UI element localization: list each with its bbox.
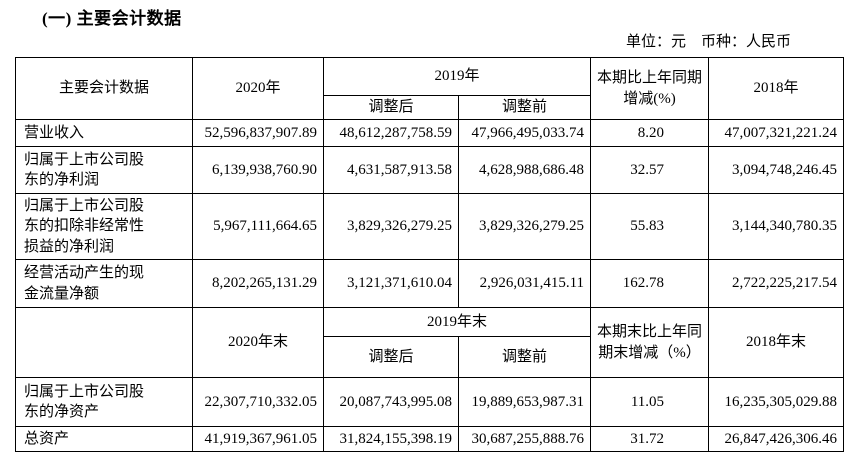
yearend-header-row: 2020年末 2019年末 本期末比上年同期末增减（%） 2018年末	[15, 307, 845, 378]
value-2018: 3,144,340,780.35	[708, 193, 845, 260]
value-2019-adjusted: 20,087,743,995.08	[323, 377, 459, 427]
value-2019-before: 19,889,653,987.31	[457, 377, 592, 427]
header-2020: 2020年	[192, 57, 324, 120]
header-yearend-change-percent: 本期末比上年同期末增减（%）	[590, 307, 710, 378]
value-2019-before: 30,687,255,888.76	[457, 425, 592, 453]
value-2019-before: 4,628,988,686.48	[457, 146, 592, 194]
metric-label: 归属于上市公司股东的净资产	[15, 377, 193, 427]
header-2020-yearend: 2020年末	[192, 307, 324, 378]
header-2018-yearend: 2018年末	[708, 307, 845, 378]
value-2019-adjusted: 31,824,155,398.19	[323, 425, 459, 453]
value-2018: 26,847,426,306.46	[708, 425, 845, 453]
metric-label: 经营活动产生的现金流量净额	[15, 259, 193, 308]
subheader-before-adjust: 调整前	[457, 95, 592, 120]
value-2018: 3,094,748,246.45	[708, 146, 845, 194]
table-row-revenue: 营业收入 52,596,837,907.89 48,612,287,758.59…	[15, 119, 845, 147]
value-2020: 6,139,938,760.90	[192, 146, 324, 194]
value-2018: 16,235,305,029.88	[708, 377, 845, 427]
annual-subheader-row: 调整后 调整前	[16, 95, 844, 120]
accounting-data-table: 主要会计数据 2020年 2019年 本期比上年同期增减(%) 2018年 调整…	[15, 57, 845, 453]
header-metric-label-empty	[15, 307, 193, 378]
value-2020: 52,596,837,907.89	[192, 119, 324, 147]
value-2019-before: 3,829,326,279.25	[457, 193, 592, 260]
value-2020: 22,307,710,332.05	[192, 377, 324, 427]
value-change-percent: 55.83	[590, 193, 710, 260]
value-change-percent: 162.78	[590, 259, 710, 308]
metric-label: 归属于上市公司股东的净利润	[15, 146, 193, 194]
annual-header-row: 主要会计数据 2020年 2019年 本期比上年同期增减(%) 2018年	[15, 57, 845, 120]
value-2019-before: 47,966,495,033.74	[457, 119, 592, 147]
metric-label: 归属于上市公司股东的扣除非经常性损益的净利润	[15, 193, 193, 260]
table-row-deducted-net-profit: 归属于上市公司股东的扣除非经常性损益的净利润 5,967,111,664.65 …	[15, 193, 845, 260]
value-2020: 8,202,265,131.29	[192, 259, 324, 308]
header-metric-label: 主要会计数据	[15, 57, 193, 120]
value-change-percent: 31.72	[590, 425, 710, 453]
table-row-net-assets: 归属于上市公司股东的净资产 22,307,710,332.05 20,087,7…	[15, 377, 845, 427]
value-2019-adjusted: 3,829,326,279.25	[323, 193, 459, 260]
table-row-operating-cash-flow: 经营活动产生的现金流量净额 8,202,265,131.29 3,121,371…	[15, 259, 845, 308]
value-2019-adjusted: 3,121,371,610.04	[323, 259, 459, 308]
subheader-adjusted: 调整后	[323, 95, 459, 120]
subheader-adjusted: 调整后	[323, 336, 459, 378]
value-2018: 2,722,225,217.54	[708, 259, 845, 308]
section-title: (一) 主要会计数据	[42, 9, 182, 28]
unit-currency-note: 单位：元 币种：人民币	[625, 34, 791, 50]
header-2019-yearend: 2019年末	[322, 307, 592, 337]
value-2020: 5,967,111,664.65	[192, 193, 324, 260]
value-2020: 41,919,367,961.05	[192, 425, 324, 453]
header-2018: 2018年	[708, 57, 845, 120]
value-2019-before: 2,926,031,415.11	[457, 259, 592, 308]
header-change-percent: 本期比上年同期增减(%)	[590, 57, 710, 120]
table-row-total-assets: 总资产 41,919,367,961.05 31,824,155,398.19 …	[15, 425, 845, 453]
metric-label: 总资产	[15, 425, 193, 453]
value-change-percent: 8.20	[590, 119, 710, 147]
value-2019-adjusted: 4,631,587,913.58	[323, 146, 459, 194]
value-2018: 47,007,321,221.24	[708, 119, 845, 147]
value-change-percent: 32.57	[590, 146, 710, 194]
value-change-percent: 11.05	[590, 377, 710, 427]
subheader-before-adjust: 调整前	[457, 336, 592, 378]
value-2019-adjusted: 48,612,287,758.59	[323, 119, 459, 147]
header-2019: 2019年	[322, 57, 592, 96]
metric-label: 营业收入	[15, 119, 193, 147]
table-row-net-profit: 归属于上市公司股东的净利润 6,139,938,760.90 4,631,587…	[15, 146, 845, 194]
yearend-subheader-row: 调整后 调整前	[16, 336, 844, 378]
